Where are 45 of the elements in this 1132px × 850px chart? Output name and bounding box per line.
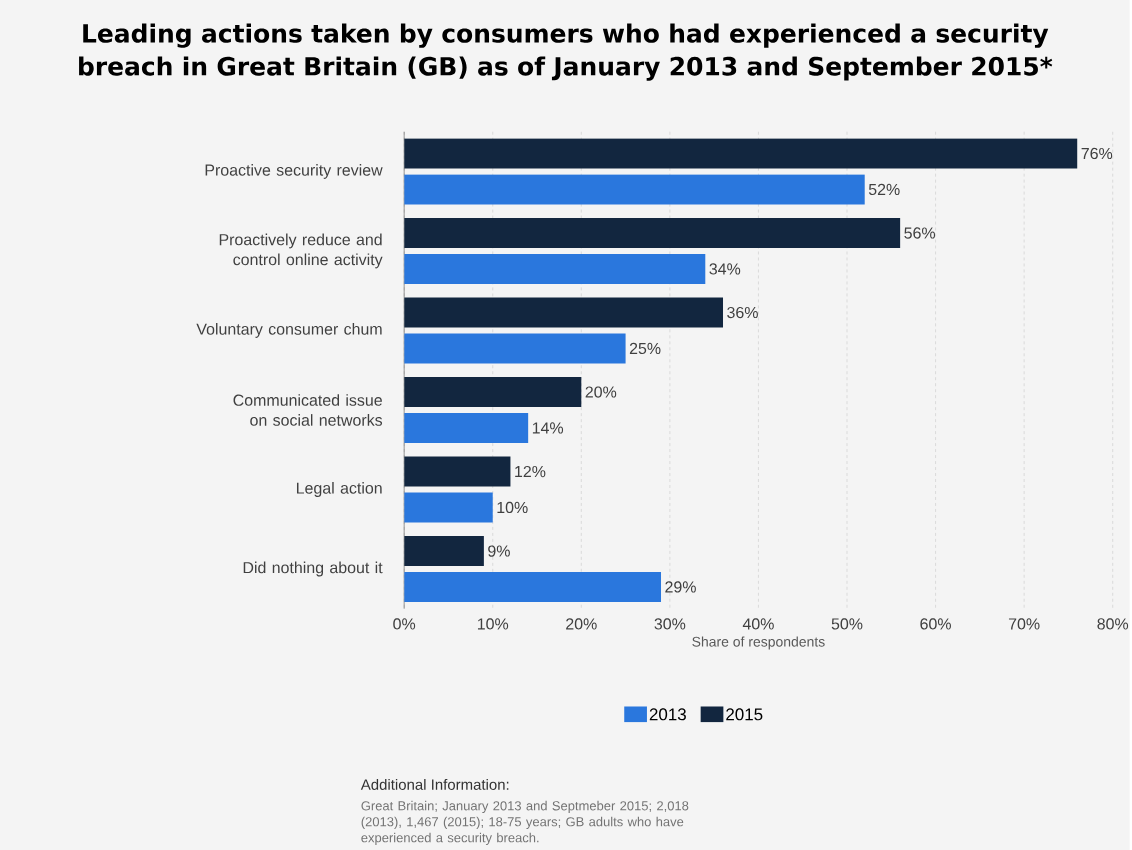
data-label: 10%: [497, 501, 528, 513]
bar: [404, 297, 724, 328]
bar: [404, 253, 706, 284]
text: Additional Information:: [360, 778, 509, 790]
data-label: 20%: [585, 386, 617, 398]
text: Great Britain; January 2013 and Septmeber 2015; 2,018 (2013), 1,467 (2015); 18-75 years; GB adults who have experienced a security breach.: [361, 800, 689, 845]
legend-label: 2015: [726, 708, 763, 721]
y-tick-label: Proactive security review: [205, 163, 383, 179]
y-tick-label: Did nothing about it: [243, 561, 383, 577]
y-tick-label: Voluntary consumer chum: [196, 322, 382, 338]
data-label: 25%: [629, 342, 661, 354]
data-label: 36%: [727, 306, 758, 319]
x-tick-label: 70%: [1008, 618, 1040, 630]
legend-label: 2013: [649, 708, 686, 721]
data-label: 34%: [709, 263, 741, 275]
data-label: 9%: [488, 545, 510, 557]
x-tick-label: 80%: [1097, 618, 1129, 630]
bar: [404, 376, 582, 407]
bar: [404, 571, 662, 602]
x-axis-title: Share of respondents: [692, 636, 825, 650]
data-label: 14%: [532, 422, 564, 434]
data-label: 12%: [515, 465, 546, 478]
x-tick-label: 0%: [393, 618, 416, 630]
x-tick-label: 50%: [831, 618, 863, 630]
y-tick-label: Proactively reduce and control online activity: [219, 233, 383, 269]
x-tick-label: 60%: [920, 618, 951, 630]
data-label: 76%: [1081, 147, 1113, 160]
bar: [404, 333, 626, 364]
bar: [404, 456, 511, 487]
bar: [404, 535, 484, 566]
x-tick-label: 10%: [477, 618, 509, 630]
x-tick-label: 20%: [566, 618, 597, 630]
chart-title: Leading actions taken by consumers who had experienced a security breach in Great Britain (GB) as of January 2013 and September 2015*: [79, 23, 1053, 81]
bar: [404, 412, 529, 443]
x-tick-label: 30%: [654, 618, 686, 630]
bar: [404, 138, 1078, 169]
bar: [404, 492, 493, 523]
data-label: 29%: [665, 581, 696, 593]
bar: [404, 217, 901, 248]
y-tick-label: Legal action: [297, 481, 382, 497]
x-tick-label: 40%: [742, 618, 774, 630]
data-label: 52%: [868, 183, 900, 195]
bar: [404, 174, 865, 205]
y-tick-label: Communicated issue on social networks: [233, 394, 383, 426]
data-label: 56%: [904, 227, 936, 239]
